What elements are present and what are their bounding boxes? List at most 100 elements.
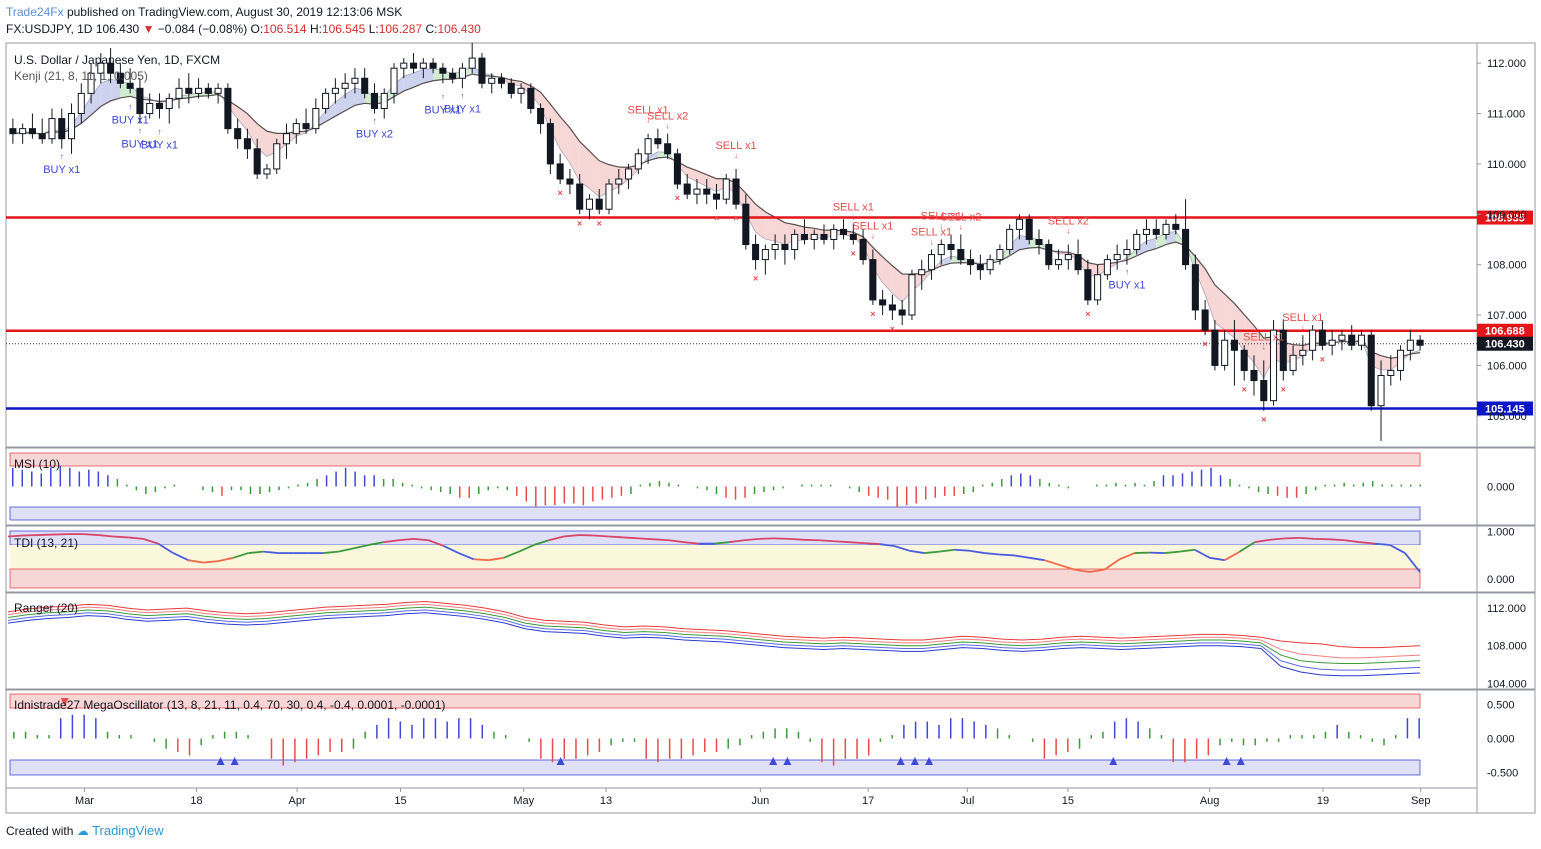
- candle-body: [1367, 334, 1375, 407]
- cross-marker-icon: ×: [870, 309, 875, 319]
- tdi-line-segment: [458, 552, 475, 561]
- kenji-cloud-segment: [892, 265, 903, 303]
- cross-marker-icon: ×: [753, 274, 758, 284]
- sell-signal-label: SELL x1: [1282, 312, 1323, 324]
- candle-body: [957, 249, 965, 261]
- buy-arrow-icon: ↑: [128, 102, 132, 111]
- cross-marker-icon: ×: [1085, 309, 1090, 319]
- candle-body: [1279, 329, 1287, 371]
- tdi-line-segment: [638, 537, 654, 541]
- buy-signal-label: BUY x1: [424, 104, 461, 116]
- kenji-cloud-segment: [1146, 238, 1157, 252]
- buy-signal-label: BUY x1: [444, 103, 481, 115]
- mega-title: Idnistrade27 MegaOscillator (13, 8, 21, …: [14, 698, 445, 712]
- tdi-line-segment: [909, 549, 925, 554]
- candle-body: [859, 238, 867, 261]
- candle-body: [781, 244, 789, 251]
- last-price-label: 106.430: [1485, 339, 1525, 351]
- last-price: 106.430: [95, 22, 140, 36]
- candle-body: [654, 138, 662, 145]
- candle-body: [28, 128, 36, 135]
- candle-body: [155, 102, 164, 109]
- tdi-line-segment: [98, 534, 114, 538]
- kenji-cloud-segment: [413, 69, 424, 88]
- kenji-cloud-segment: [335, 94, 346, 117]
- candle-body: [234, 128, 242, 140]
- kenji-cloud-segment: [91, 83, 101, 116]
- candle-body: [1074, 254, 1082, 271]
- tdi-line-segment: [233, 552, 249, 559]
- mega-up-arrow-icon: [1222, 757, 1231, 765]
- candle-body: [458, 67, 466, 79]
- candle-body: [937, 244, 945, 256]
- candle-body: [351, 77, 359, 84]
- mega-up-arrow-icon: [1236, 757, 1245, 765]
- kenji-cloud-segment: [775, 217, 785, 245]
- tdi-line-segment: [1299, 537, 1315, 540]
- candle-body: [1025, 218, 1033, 240]
- tdi-line-segment: [398, 537, 414, 542]
- footer: Created with ☁ TradingView: [6, 823, 164, 838]
- buy-signal-label: BUY x1: [141, 140, 178, 152]
- kenji-cloud-segment: [1214, 284, 1225, 330]
- candle-body: [576, 183, 584, 210]
- tdi-line-segment: [743, 537, 760, 542]
- candle-body: [322, 92, 330, 109]
- candle-body: [9, 128, 17, 135]
- candle-body: [1172, 223, 1180, 230]
- candle-body: [1055, 259, 1063, 266]
- tdi-line-segment: [924, 550, 940, 554]
- candle-body: [370, 92, 378, 109]
- sell-arrow-icon: ↓: [1066, 227, 1070, 236]
- candle-body: [1123, 249, 1131, 256]
- candle-body: [742, 203, 750, 245]
- kenji-cloud-segment: [1234, 303, 1245, 351]
- candle-body: [488, 77, 496, 84]
- candle-body: [879, 299, 887, 306]
- level-label: 108.935: [1485, 213, 1525, 225]
- close-value: 106.430: [437, 22, 481, 36]
- tdi-line-segment: [338, 547, 354, 553]
- kenji-cloud-segment: [237, 106, 248, 131]
- candle-body: [243, 138, 251, 150]
- tradingview-link[interactable]: TradingView: [92, 823, 164, 838]
- level-label-box: [1477, 323, 1533, 338]
- tdi-line-segment: [1329, 538, 1345, 542]
- candle-body: [693, 188, 701, 195]
- tdi-line-segment: [819, 539, 835, 543]
- publish-info: published on TradingView.com, August 30,…: [66, 5, 403, 19]
- kenji-cloud-segment: [110, 79, 121, 101]
- kenji-cloud-segment: [745, 193, 756, 233]
- tdi-line-segment: [1209, 556, 1225, 562]
- candle-body: [1338, 334, 1346, 341]
- kenji-cloud-segment: [579, 141, 590, 189]
- tdi-line-segment: [1059, 564, 1075, 571]
- tdi-line-segment: [443, 545, 460, 554]
- publish-line: Trade24Fx published on TradingView.com, …: [6, 4, 481, 21]
- sell-signal-label: SELL x2: [940, 211, 981, 223]
- buy-signal-label: BUY x1: [43, 164, 80, 176]
- candle-body: [1240, 349, 1248, 371]
- candle-body: [1142, 228, 1151, 235]
- candle-body: [77, 92, 85, 115]
- mega-up-arrow-icon: [769, 757, 778, 765]
- candle-body: [1348, 334, 1356, 346]
- candle-body: [390, 67, 398, 94]
- candle-body: [820, 233, 828, 240]
- created-with-label: Created with: [6, 824, 74, 838]
- candle-body: [537, 107, 545, 125]
- mega-up-arrow-icon: [783, 757, 792, 765]
- mega-up-arrow-icon: [556, 757, 565, 765]
- y-tick-label: 110.000: [1487, 159, 1526, 171]
- candle-body: [224, 87, 232, 130]
- sell-signal-label: SELL x1: [921, 210, 962, 222]
- kenji-cloud-segment: [1224, 294, 1235, 339]
- kenji-cloud-segment: [423, 68, 434, 84]
- tdi-line-segment: [1119, 552, 1135, 561]
- kenji-cloud-segment: [1381, 355, 1391, 371]
- candle-body: [439, 67, 447, 74]
- candle-body: [1103, 259, 1111, 276]
- author-link[interactable]: Trade24Fx: [6, 5, 64, 19]
- x-tick-label: Mar: [75, 795, 94, 807]
